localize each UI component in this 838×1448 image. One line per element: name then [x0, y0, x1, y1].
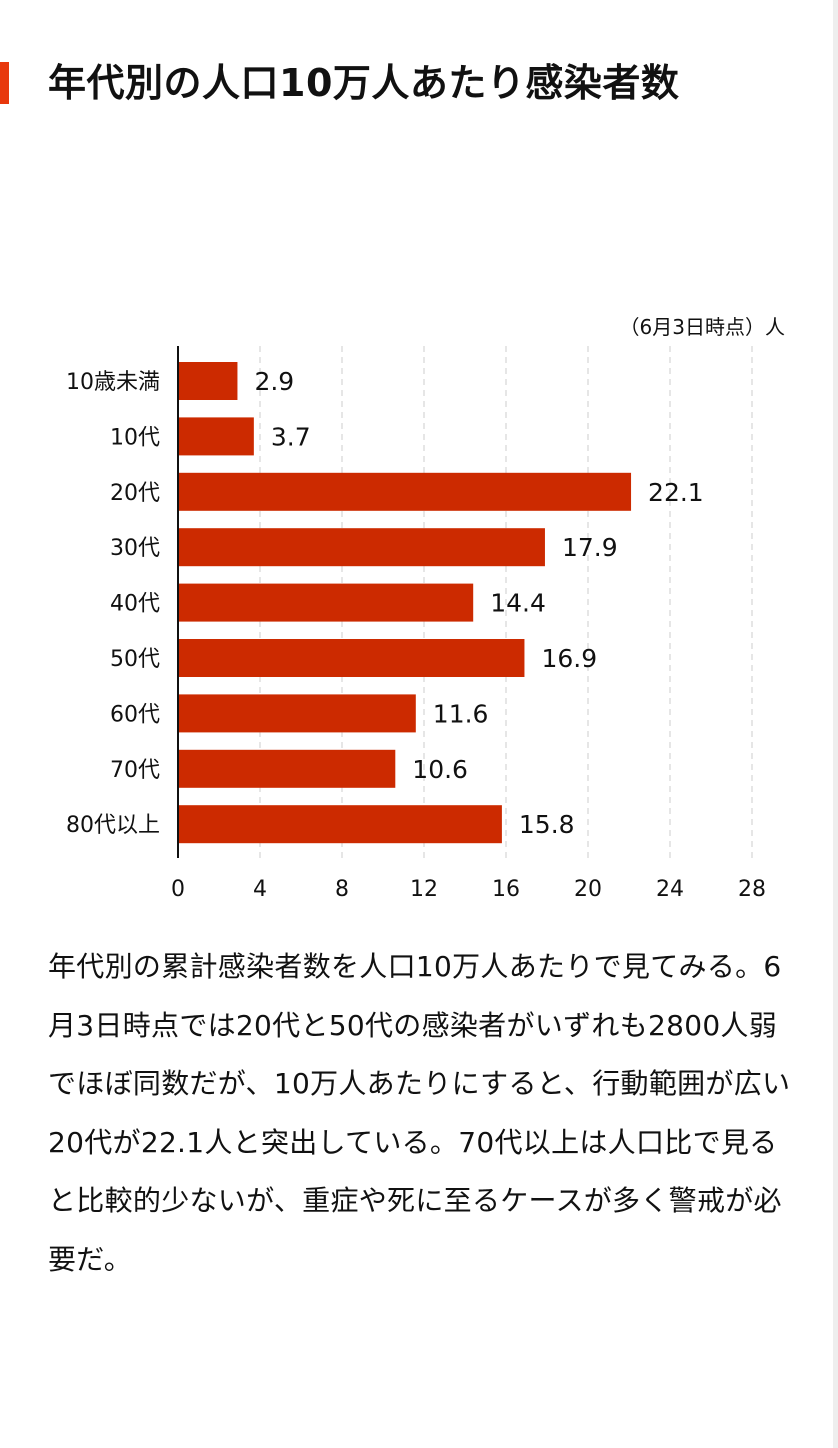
x-axis-tick-labels: 0 4 8 12 16 20 24 28 — [171, 877, 766, 902]
category-label: 30代 — [110, 536, 160, 561]
value-label: 11.6 — [433, 699, 489, 728]
x-tick-label: 4 — [253, 877, 267, 902]
bars — [179, 362, 632, 844]
right-edge-border — [833, 0, 838, 1448]
bar — [179, 583, 474, 622]
value-label: 15.8 — [519, 810, 575, 839]
category-label: 60代 — [110, 702, 160, 727]
value-label: 16.9 — [541, 644, 597, 673]
bar — [179, 639, 525, 677]
value-labels: 2.9 3.7 22.1 17.9 14.4 16.9 11.6 10.6 15.8 — [254, 367, 703, 839]
x-tick-label: 24 — [656, 877, 684, 902]
x-tick-label: 16 — [492, 877, 520, 902]
bar — [179, 749, 396, 788]
value-label: 22.1 — [648, 478, 704, 507]
title-accent-bar — [0, 62, 9, 104]
category-label: 80代以上 — [66, 813, 160, 838]
x-tick-label: 28 — [738, 877, 766, 902]
bar — [179, 417, 254, 456]
bar — [179, 528, 545, 567]
category-label: 70代 — [110, 758, 160, 783]
value-label: 2.9 — [254, 367, 294, 396]
x-tick-label: 20 — [574, 877, 602, 902]
x-tick-label: 0 — [171, 877, 185, 902]
bar — [179, 362, 238, 400]
x-tick-label: 8 — [335, 877, 349, 902]
value-label: 3.7 — [271, 422, 311, 451]
description-text: 年代別の累計感染者数を人口10万人あたりで見てみる。6月3日時点では20代と50… — [48, 950, 791, 1276]
unit-note: （6月3日時点）人 — [620, 315, 785, 339]
bar — [179, 472, 632, 511]
category-label: 20代 — [110, 481, 160, 506]
category-labels: 10歳未満 10代 20代 30代 40代 50代 60代 70代 80代以上 — [66, 370, 160, 838]
bar-chart: 10歳未満 10代 20代 30代 40代 50代 60代 70代 80代以上 2.9 3.7 22… — [66, 315, 785, 902]
value-label: 14.4 — [490, 589, 546, 618]
page-title: 年代別の人口10万人あたり感染者数 — [48, 61, 680, 105]
bar — [179, 805, 502, 844]
value-label: 17.9 — [562, 533, 618, 562]
category-label: 10代 — [110, 425, 160, 450]
bar — [179, 694, 416, 733]
category-label: 40代 — [110, 592, 160, 617]
category-label: 50代 — [110, 647, 160, 672]
category-label: 10歳未満 — [66, 370, 160, 395]
x-tick-label: 12 — [410, 877, 438, 902]
value-label: 10.6 — [412, 755, 468, 784]
